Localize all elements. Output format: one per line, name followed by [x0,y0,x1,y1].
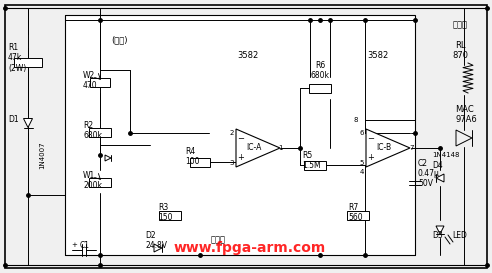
Polygon shape [366,129,410,167]
Text: D2: D2 [145,230,155,239]
Text: R4: R4 [185,147,195,156]
Text: 0.47μ: 0.47μ [418,168,440,177]
Text: 100: 100 [185,158,199,167]
Text: 24.8V: 24.8V [145,241,167,250]
Text: MAC: MAC [455,105,474,114]
Text: 47k: 47k [8,54,22,63]
Text: 560: 560 [348,213,363,222]
Text: 1.5M: 1.5M [302,161,321,170]
Bar [304,161,326,170]
Polygon shape [436,226,444,234]
Text: W2: W2 [83,70,95,79]
Text: R3: R3 [158,203,168,212]
Text: www.fpga-arm.com: www.fpga-arm.com [174,241,326,255]
Polygon shape [436,174,444,182]
Bar [347,210,369,219]
Text: D3: D3 [432,230,443,239]
Text: C1: C1 [80,241,90,250]
Bar [190,158,210,167]
Bar [14,58,42,67]
Text: 200k: 200k [83,180,102,189]
Bar [89,177,111,186]
Text: 680k: 680k [83,130,102,140]
Text: D1: D1 [8,115,19,124]
Bar [90,78,110,87]
Text: 680k: 680k [310,70,330,79]
Text: 50V: 50V [418,179,433,188]
Text: R6: R6 [315,61,325,70]
Text: 3582: 3582 [237,51,259,60]
Text: RL: RL [455,40,465,49]
Bar [65,15,415,255]
Text: D4: D4 [432,161,443,170]
Text: +: + [368,153,374,162]
Text: (2W): (2W) [8,64,26,73]
Bar [159,210,181,219]
Text: LED: LED [452,230,467,239]
Text: 870: 870 [452,51,468,60]
Text: (手动): (手动) [112,35,128,44]
Text: 470: 470 [83,81,97,90]
Text: 5: 5 [360,160,364,166]
Text: 97A6: 97A6 [455,115,477,124]
Text: R7: R7 [348,203,358,212]
Text: 3: 3 [230,160,234,166]
Text: 1N4007: 1N4007 [39,141,45,169]
Text: 150: 150 [158,213,173,222]
Text: +: + [238,153,245,162]
Text: 4: 4 [360,169,364,175]
Polygon shape [236,129,280,167]
Polygon shape [154,244,162,252]
Text: IC-A: IC-A [246,144,262,153]
Text: 1N4148: 1N4148 [432,152,460,158]
Text: 1: 1 [278,145,282,151]
Text: 6: 6 [360,130,364,136]
Text: R2: R2 [83,120,93,129]
Text: W1: W1 [83,171,95,180]
Polygon shape [24,118,32,127]
Text: 电热丝: 电热丝 [453,20,467,29]
Text: R1: R1 [8,43,18,52]
Text: 热电偶: 热电偶 [211,236,225,245]
Polygon shape [105,155,111,161]
Text: −: − [238,134,245,143]
Bar [309,84,331,93]
Text: 2: 2 [230,130,234,136]
Bar [89,127,111,136]
Text: 8: 8 [354,117,358,123]
Text: +: + [71,242,77,248]
Text: 3582: 3582 [368,51,389,60]
Text: C2: C2 [418,159,428,168]
Text: R5: R5 [302,150,312,159]
Text: IC-B: IC-B [376,144,392,153]
Text: −: − [368,134,374,143]
Text: 7: 7 [410,145,414,151]
